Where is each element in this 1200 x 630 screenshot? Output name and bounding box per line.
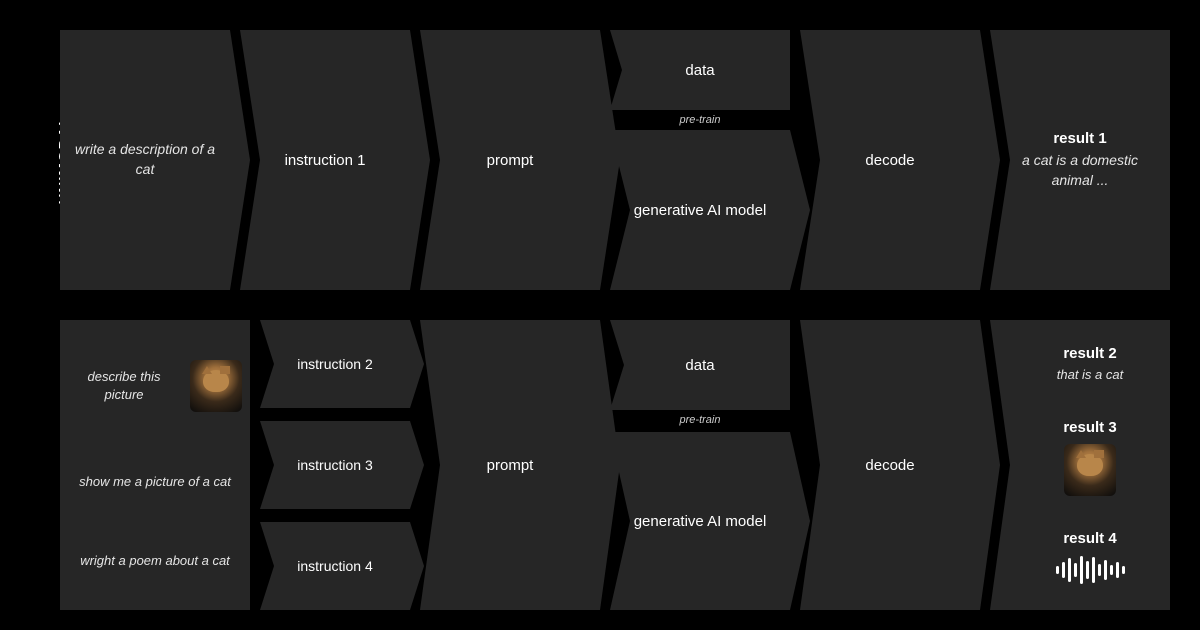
multimodal-model-label: generative AI model [614,513,787,530]
chevron-icon [410,421,424,509]
result-3-title: result 3 [1063,419,1116,436]
multimodal-instruction-3: instruction 3 [260,421,410,509]
unimodal-model-column: data pre-train generative AI model [610,30,790,290]
unimodal-decode-label: decode [865,152,914,169]
result-2-title: result 2 [1057,345,1123,362]
chevron-in-icon [260,522,274,610]
multimodal-data-label: data [685,357,714,374]
multimodal-instructions: instruction 2 instruction 3 instruction … [260,320,410,610]
unimodal-data-label: data [685,62,714,79]
multimodal-decode-label: decode [865,457,914,474]
multimodal-decode: decode [800,320,980,610]
multimodal-input-1: describe this picture [60,360,250,412]
multimodal-data: data [610,320,790,410]
multimodal-results: result 2 that is a cat result 3 result 4 [990,320,1170,610]
unimodal-model-label: generative AI model [614,202,787,219]
chevron-icon [980,30,1000,290]
chevron-icon [980,320,1000,610]
multimodal-inputs: describe this picture show me a picture … [60,320,250,610]
multimodal-input-3-text: wright a poem about a cat [68,552,242,570]
multimodal-model: generative AI model [610,432,790,610]
cat-image-icon [1064,444,1116,496]
unimodal-data: data [610,30,790,110]
multimodal-row: MULTI-MODAL describe this picture show m… [0,320,1200,610]
chevron-icon [600,320,620,610]
result-2-text: that is a cat [1057,366,1123,384]
unimodal-decode: decode [800,30,980,290]
result-4-title: result 4 [1063,530,1116,547]
unimodal-input-text: write a description of a cat [60,140,230,179]
multimodal-instruction-2: instruction 2 [260,320,410,408]
multimodal-result-2: result 2 that is a cat [1057,345,1123,384]
unimodal-input: write a description of a cat [60,30,230,290]
unimodal-row: UNIMODAL write a description of a cat in… [0,30,1200,290]
unimodal-result-title: result 1 [1053,130,1106,147]
cat-image-icon [190,360,242,412]
chevron-in-icon [260,320,274,408]
chevron-icon [230,30,250,290]
unimodal-instruction-label: instruction 1 [285,152,366,169]
multimodal-input-3: wright a poem about a cat [60,552,250,570]
multimodal-prompt-label: prompt [487,457,534,474]
multimodal-instruction-4: instruction 4 [260,522,410,610]
multimodal-model-column: data pre-train generative AI model [610,320,790,610]
chevron-icon [600,30,620,290]
instruction-2-label: instruction 2 [297,356,372,372]
unimodal-prompt: prompt [420,30,600,290]
multimodal-pretrain-label: pre-train [610,414,790,426]
multimodal-result-4: result 4 [1056,530,1125,585]
multimodal-prompt: prompt [420,320,600,610]
chevron-icon [790,432,810,610]
chevron-icon [410,320,424,408]
unimodal-model: generative AI model [610,130,790,290]
chevron-icon [410,522,424,610]
chevron-icon [410,30,430,290]
multimodal-result-3: result 3 [1063,419,1116,496]
instruction-4-label: instruction 4 [297,558,372,574]
chevron-icon [790,130,810,290]
multimodal-input-2: show me a picture of a cat [60,473,250,491]
unimodal-result: result 1 a cat is a domestic animal ... [990,30,1170,290]
multimodal-input-1-text: describe this picture [68,368,180,404]
unimodal-prompt-label: prompt [487,152,534,169]
unimodal-pretrain-label: pre-train [610,114,790,126]
instruction-3-label: instruction 3 [297,457,372,473]
unimodal-instruction: instruction 1 [240,30,410,290]
audio-wave-icon [1056,555,1125,585]
unimodal-result-text: a cat is a domestic animal ... [990,151,1170,190]
chevron-in-icon [260,421,274,509]
multimodal-input-2-text: show me a picture of a cat [68,473,242,491]
